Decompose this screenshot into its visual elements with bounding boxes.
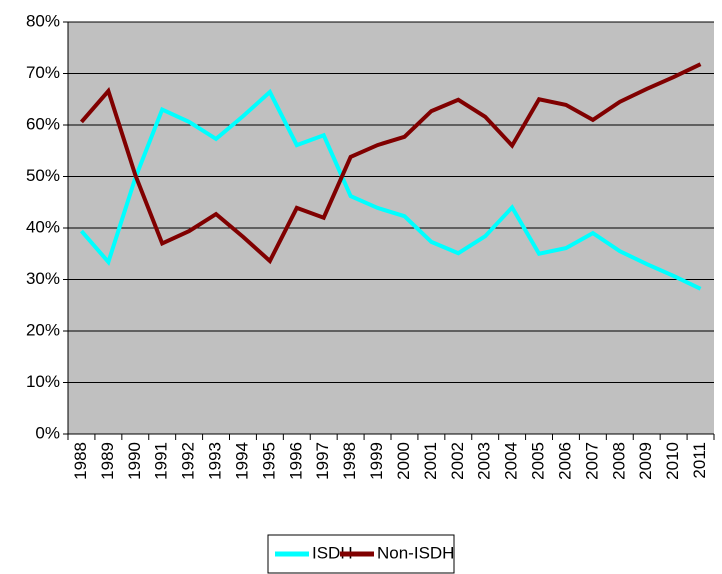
x-tick-label: 2003 xyxy=(475,442,494,480)
y-tick-label: 40% xyxy=(26,217,60,236)
x-tick-label: 1989 xyxy=(98,442,117,480)
x-tick-label: 2005 xyxy=(529,442,548,480)
x-tick-label: 2002 xyxy=(448,442,467,480)
legend-label: ISDH xyxy=(312,543,353,562)
y-tick-label: 80% xyxy=(26,11,60,30)
x-tick-label: 2007 xyxy=(582,442,601,480)
x-tick-label: 2006 xyxy=(555,442,574,480)
x-tick-label: 2009 xyxy=(636,442,655,480)
x-tick-label: 1998 xyxy=(340,442,359,480)
y-tick-label: 30% xyxy=(26,269,60,288)
x-tick-label: 1995 xyxy=(259,442,278,480)
x-tick-label: 1991 xyxy=(152,442,171,480)
x-tick-label: 2004 xyxy=(502,442,521,480)
y-tick-label: 50% xyxy=(26,166,60,185)
x-tick-label: 2001 xyxy=(421,442,440,480)
y-tick-label: 60% xyxy=(26,114,60,133)
y-tick-label: 20% xyxy=(26,320,60,339)
x-tick-label: 1988 xyxy=(71,442,90,480)
x-tick-label: 2010 xyxy=(663,442,682,480)
x-tick-label: 1996 xyxy=(286,442,305,480)
x-tick-label: 1992 xyxy=(179,442,198,480)
x-tick-label: 1997 xyxy=(313,442,332,480)
line-series xyxy=(79,62,702,265)
x-tick-label: 2000 xyxy=(394,442,413,480)
y-tick-label: 70% xyxy=(26,63,60,82)
x-tick-label: 2008 xyxy=(609,442,628,480)
x-tick-label: 1993 xyxy=(206,442,225,480)
line-series xyxy=(79,88,702,291)
x-tick-label: 1990 xyxy=(125,442,144,480)
x-tick-label: 1999 xyxy=(367,442,386,480)
y-tick-label: 10% xyxy=(26,372,60,391)
x-tick-label: 1994 xyxy=(232,442,251,480)
x-tick-label: 2011 xyxy=(690,442,709,479)
y-tick-label: 0% xyxy=(35,423,60,442)
legend-label: Non-ISDH xyxy=(377,543,454,562)
